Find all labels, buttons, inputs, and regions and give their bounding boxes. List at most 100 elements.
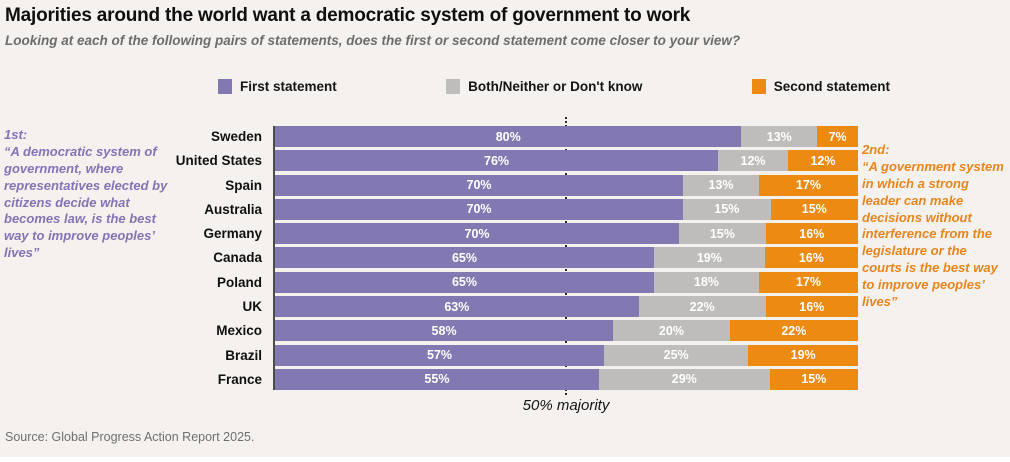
legend-label: Both/Neither or Don't know (468, 79, 643, 94)
category-label: France (217, 371, 262, 387)
segment-value-label: 19% (696, 250, 722, 265)
bar-segment: 58% (275, 320, 614, 342)
segment-value-label: 7% (828, 129, 847, 144)
legend-swatch (751, 79, 766, 94)
bar-row: 70% 15% 16% (275, 223, 858, 245)
bar-segment: 65% (275, 247, 654, 269)
bar-segment: 22% (638, 296, 766, 318)
segment-value-label: 70% (466, 202, 492, 217)
segment-value-label: 70% (466, 178, 492, 193)
bar-segment: 15% (769, 368, 858, 390)
category-label: Canada (213, 250, 262, 266)
second-statement-text: “A government system in which a strong l… (862, 158, 1004, 310)
segment-value-label: 16% (798, 250, 824, 265)
bar-segment: 13% (683, 174, 759, 196)
segment-value-label: 20% (658, 323, 684, 338)
first-statement-annotation: 1st: “A democratic system of government,… (4, 127, 176, 262)
segment-value-label: 13% (766, 129, 792, 144)
bars: 80% 13% 7% 76% 12% 12% 70% 13% 17% 70% 15% 15% 70% 15… (273, 126, 859, 390)
bar-segment: 15% (679, 223, 766, 245)
legend-swatch (446, 79, 461, 94)
legend-item: Both/Neither or Don't know (446, 79, 642, 94)
legend-item: First statement (218, 79, 337, 94)
bar-segment: 16% (765, 223, 858, 245)
bar-segment: 80% (275, 126, 742, 147)
bar-row: 57% 25% 19% (275, 344, 858, 366)
segment-value-label: 17% (795, 178, 821, 193)
bar-segment: 29% (598, 368, 770, 390)
bar-segment: 57% (275, 344, 605, 366)
category-label: Sweden (210, 129, 262, 144)
category-label: Brazil (225, 347, 262, 363)
bar-row: 55% 29% 15% (275, 368, 858, 390)
category-label: United States (175, 153, 262, 169)
bar-segment: 7% (817, 126, 859, 147)
bar-segment: 13% (741, 126, 818, 147)
bar-row: 65% 18% 17% (275, 271, 858, 293)
segment-value-label: 18% (693, 275, 719, 290)
bar-segment: 15% (770, 198, 858, 220)
category-labels: Sweden United States Spain Australia Germany… (80, 126, 262, 390)
segment-value-label: 16% (799, 299, 825, 314)
category-label: Mexico (216, 323, 262, 339)
category-label: Germany (203, 226, 262, 242)
source-note: Source: Global Progress Action Report 20… (5, 430, 255, 444)
segment-value-label: 15% (801, 202, 827, 217)
legend: First statement Both/Neither or Don't kno… (218, 79, 890, 94)
segment-value-label: 16% (799, 226, 825, 241)
bar-segment: 20% (613, 320, 730, 342)
segment-value-label: 65% (451, 250, 477, 265)
bar-row: 58% 20% 22% (275, 320, 858, 342)
segment-value-label: 25% (663, 348, 689, 363)
bar-row: 65% 19% 16% (275, 247, 858, 269)
segment-value-label: 17% (795, 275, 821, 290)
segment-value-label: 55% (424, 372, 450, 387)
bar-segment: 19% (748, 344, 858, 366)
bottom-strip (0, 457, 1010, 462)
segment-value-label: 57% (426, 348, 453, 363)
bar-segment: 17% (758, 271, 858, 293)
segment-value-label: 29% (671, 372, 697, 387)
bar-segment: 70% (275, 174, 684, 196)
bar-segment: 16% (764, 247, 858, 269)
legend-label: Second statement (773, 79, 890, 94)
second-statement-annotation: 2nd: “A government system in which a str… (862, 142, 1010, 311)
segment-value-label: 65% (451, 275, 477, 290)
segment-value-label: 12% (740, 153, 766, 168)
segment-value-label: 19% (790, 348, 816, 363)
segment-value-label: 76% (484, 153, 510, 168)
segment-value-label: 15% (714, 202, 740, 217)
bar-segment: 25% (604, 344, 749, 366)
segment-value-label: 15% (801, 372, 827, 387)
bar-row: 80% 13% 7% (275, 126, 859, 147)
segment-value-label: 12% (810, 153, 836, 168)
page-title: Majorities around the world want a democ… (5, 5, 691, 26)
category-label: Australia (204, 201, 262, 217)
bar-segment: 65% (275, 271, 654, 293)
segment-value-label: 63% (444, 299, 470, 314)
bar-segment: 12% (788, 150, 858, 172)
legend-item: Second statement (751, 79, 890, 94)
bar-segment: 19% (653, 247, 765, 269)
bar-segment: 70% (275, 223, 680, 245)
segment-value-label: 70% (464, 226, 490, 241)
bar-segment: 18% (653, 271, 759, 293)
bar-segment: 63% (275, 296, 639, 318)
bar-row: 70% 13% 17% (275, 174, 858, 196)
second-statement-heading: 2nd: (862, 142, 890, 157)
segment-value-label: 22% (781, 323, 807, 338)
segment-value-label: 15% (709, 226, 735, 241)
category-label: Spain (225, 177, 262, 193)
fifty-percent-majority-label: 50% majority (522, 397, 610, 414)
bar-segment: 70% (275, 198, 684, 220)
bar-segment: 12% (718, 150, 789, 172)
bar-segment: 17% (758, 174, 858, 196)
segment-value-label: 13% (708, 178, 734, 193)
chart-subtitle: Looking at each of the following pairs o… (5, 33, 741, 48)
bar-segment: 76% (275, 150, 719, 172)
category-label: Poland (216, 274, 262, 290)
first-statement-heading: 1st: (4, 127, 28, 142)
bar-segment: 55% (275, 368, 599, 390)
bar-segment: 15% (683, 198, 771, 220)
